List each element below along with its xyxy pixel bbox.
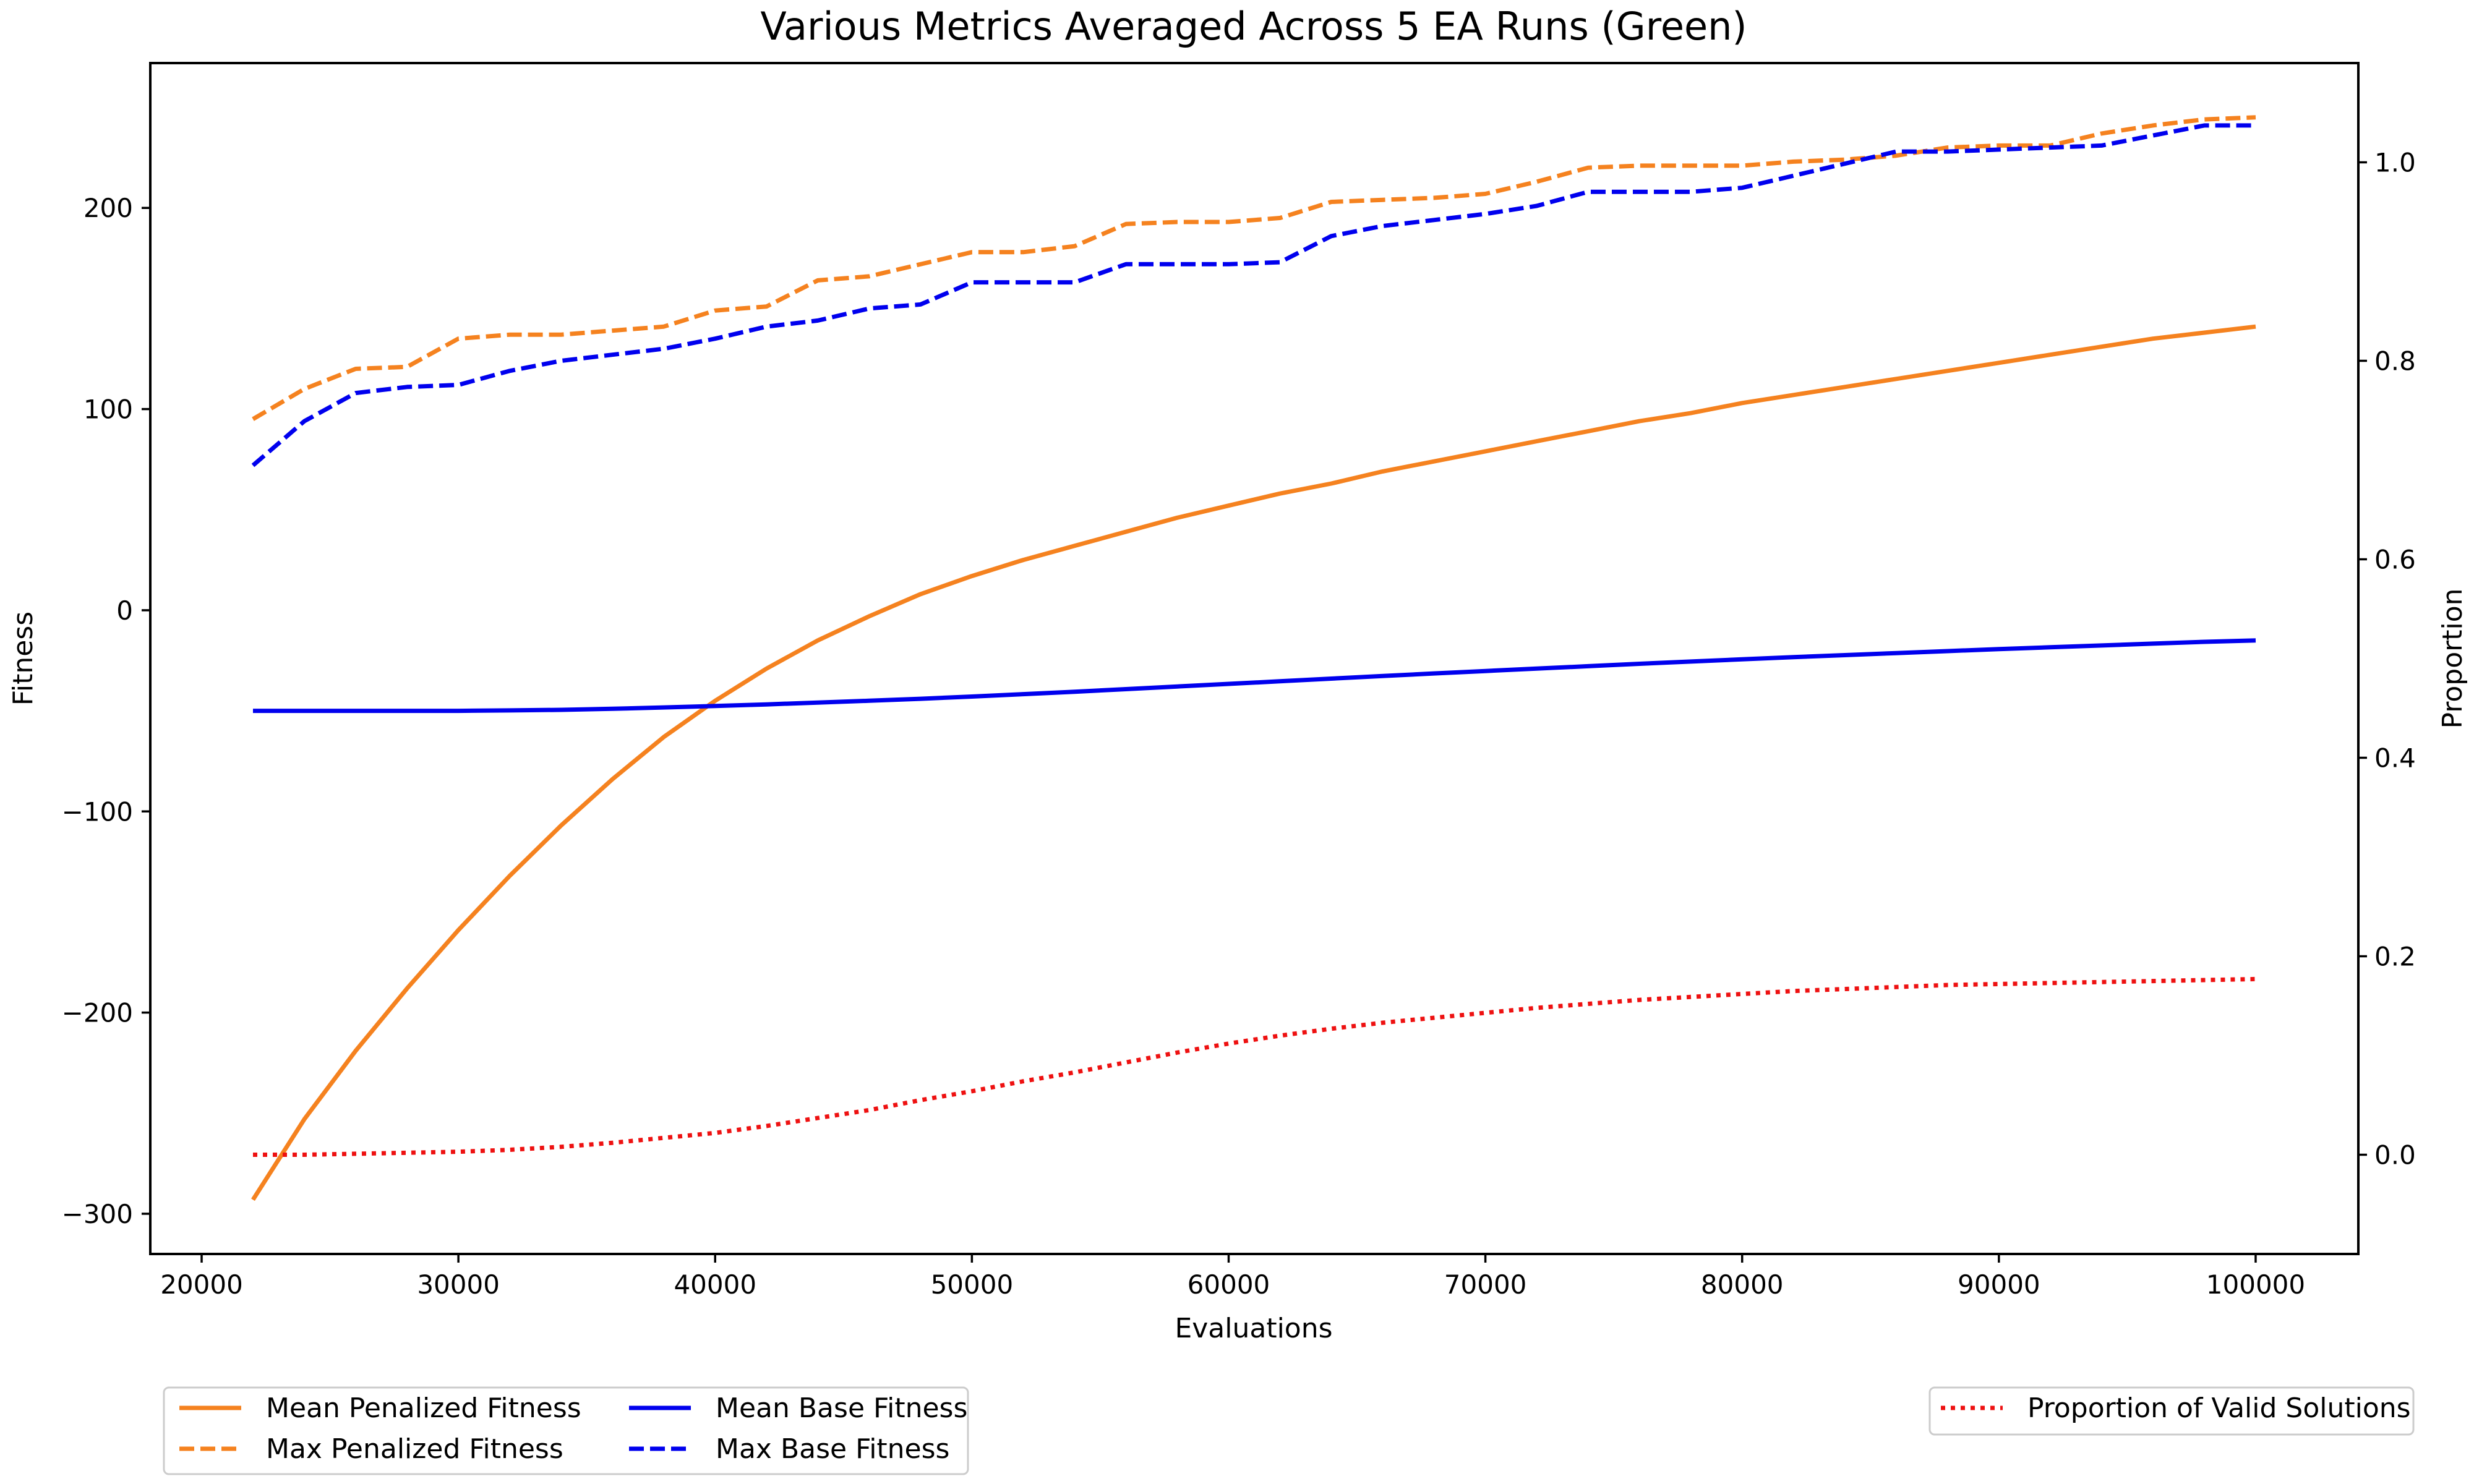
y-axis-right: 0.0 0.2 0.4 0.6 0.8 1.0 <box>2358 148 2416 1171</box>
legend-fitness: Mean Penalized Fitness Max Penalized Fitn… <box>163 1386 969 1475</box>
series-line-max-base-fitness <box>251 123 2256 467</box>
x-axis: 20000 30000 40000 50000 60000 70000 80000 90000… <box>160 1254 2305 1300</box>
y-tick-label-right: 1.0 <box>2374 148 2416 178</box>
chart-title: Various Metrics Averaged Across 5 EA Run… <box>760 4 1747 49</box>
y-tick-label-left: −300 <box>62 1199 133 1229</box>
x-tick-label: 90000 <box>1958 1269 2040 1300</box>
y-tick-label-right: 0.4 <box>2374 743 2416 774</box>
legend-label-proportion-of-valid-solutions: Proportion of Valid Solutions <box>2027 1392 2411 1424</box>
plot-area <box>251 115 2256 1201</box>
x-tick-label: 100000 <box>2206 1269 2305 1300</box>
series-line-mean-penalized-fitness <box>251 324 2256 1201</box>
legend-label-mean-base-fitness: Mean Base Fitness <box>716 1392 967 1424</box>
series-line-mean-base-fitness <box>253 638 2256 714</box>
y-tick-label-left: 100 <box>83 394 133 425</box>
y-axis-left: −300 −200 −100 0 100 200 <box>62 193 150 1229</box>
x-tick-label: 70000 <box>1444 1269 1527 1300</box>
y-tick-label-left: −200 <box>62 998 133 1028</box>
y-tick-label-left: 200 <box>83 193 133 223</box>
legend-proportion: Proportion of Valid Solutions <box>1928 1386 2415 1436</box>
x-tick-label: 20000 <box>160 1269 243 1300</box>
y-axis-label-left: Fitness <box>7 612 39 706</box>
series-line-proportion-of-valid-solutions <box>253 976 2256 1157</box>
x-tick-label: 80000 <box>1701 1269 1784 1300</box>
y-tick-label-right: 0.8 <box>2374 346 2416 377</box>
y-tick-label-right: 0.2 <box>2374 942 2416 972</box>
x-tick-label: 60000 <box>1188 1269 1270 1300</box>
y-tick-label-left: 0 <box>116 595 133 626</box>
x-tick-label: 30000 <box>417 1269 500 1300</box>
y-tick-label-right: 0.6 <box>2374 545 2416 575</box>
legend-label-max-base-fitness: Max Base Fitness <box>716 1433 949 1465</box>
x-axis-label: Evaluations <box>1175 1313 1332 1344</box>
y-tick-label-left: −100 <box>62 796 133 827</box>
y-tick-label-right: 0.0 <box>2374 1140 2416 1171</box>
legend-box-proportion <box>1928 1386 2415 1436</box>
x-tick-label: 40000 <box>674 1269 756 1300</box>
series-line-max-penalized-fitness <box>252 115 2256 421</box>
legend-label-max-penalized-fitness: Max Penalized Fitness <box>266 1433 563 1465</box>
plot-frame <box>149 62 2360 1255</box>
legend-label-mean-penalized-fitness: Mean Penalized Fitness <box>266 1392 581 1424</box>
legend-box-fitness <box>163 1386 969 1475</box>
x-tick-label: 50000 <box>931 1269 1014 1300</box>
y-axis-label-right: Proportion <box>2437 588 2468 728</box>
